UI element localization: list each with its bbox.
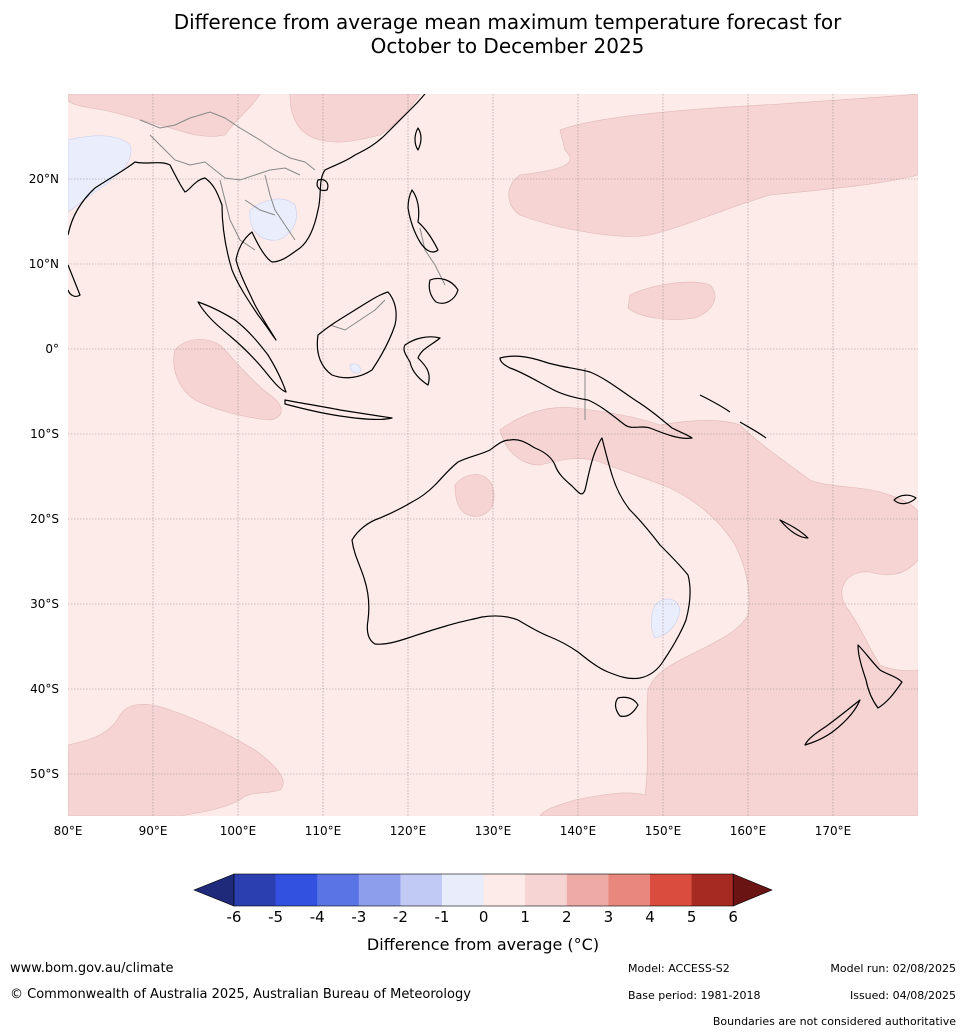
longitude-label: 100°E [220,824,257,838]
longitude-label: 160°E [730,824,767,838]
colorbar-tick-label: 6 [728,908,738,926]
copyright-text: © Commonwealth of Australia 2025, Austra… [10,987,471,1002]
chart-title-line-2: October to December 2025 [370,34,645,58]
latitude-label: 10°S [30,427,59,441]
anomaly-region-1-2 [68,94,918,816]
colorbar-label: Difference from average (°C) [367,935,599,954]
longitude-label: 80°E [54,824,83,838]
colorbar-swatch [483,874,526,906]
colorbar-swatch [400,874,443,906]
latitude-label: 40°S [30,682,59,696]
latitude-label: 30°S [30,597,59,611]
colorbar-swatch [275,874,318,906]
coastlines [68,94,917,746]
anomaly-region-minus1-0 [68,135,681,639]
gridlines [68,94,918,816]
colorbar-tick-label: 1 [520,908,530,926]
colorbar-swatch [317,874,360,906]
colorbar-tick-label: 4 [645,908,655,926]
colorbar-tick-label: 5 [687,908,697,926]
colorbar-tick-label: 3 [604,908,614,926]
colorbar-extend-low [193,873,235,907]
longitude-labels: 80°E 90°E 100°E 110°E 120°E 130°E 140°E 150°E 16… [54,824,852,838]
colorbar-tick-label: 2 [562,908,572,926]
colorbar-tick-label: 0 [479,908,489,926]
latitude-label: 0° [45,342,59,356]
website-link[interactable]: www.bom.gov.au/climate [10,961,174,976]
longitude-label: 130°E [475,824,512,838]
longitude-label: 120°E [390,824,427,838]
colorbar-swatch [358,874,401,906]
colorbar-swatch [691,874,734,906]
colorbar-swatch [566,874,609,906]
colorbar-extend-high [732,873,773,907]
colorbar-swatch [442,874,485,906]
model-run-date: Model run: 02/08/2025 [830,962,956,975]
colorbar-swatch [650,874,693,906]
latitude-label: 20°N [29,172,59,186]
colorbar-tick-label: -3 [351,908,366,926]
latitude-label: 10°N [29,257,59,271]
colorbar-swatch [608,874,651,906]
colorbar-tick-label: -2 [393,908,408,926]
model-name: Model: ACCESS-S2 [628,962,730,975]
longitude-label: 110°E [305,824,342,838]
colorbar-swatch [234,874,277,906]
latitude-label: 20°S [30,512,59,526]
longitude-label: 140°E [560,824,597,838]
base-period: Base period: 1981-2018 [628,989,761,1002]
colorbar: -6 -5 -4 -3 -2 -1 0 1 2 3 4 5 6 [193,873,773,926]
longitude-label: 90°E [139,824,168,838]
colorbar-swatch [525,874,568,906]
longitude-label: 170°E [815,824,852,838]
country-borders [139,111,586,420]
boundary-disclaimer: Boundaries are not considered authoritat… [712,1015,956,1028]
longitude-label: 150°E [645,824,682,838]
colorbar-tick-label: -5 [268,908,283,926]
latitude-label: 50°S [30,767,59,781]
chart-title-line-1: Difference from average mean maximum tem… [173,10,842,34]
colorbar-tick-label: -4 [310,908,325,926]
issued-date: Issued: 04/08/2025 [849,989,956,1002]
colorbar-tick-label: -6 [227,908,242,926]
latitude-labels: 20°N 10°N 0° 10°S 20°S 30°S 40°S 50°S [29,172,59,781]
colorbar-tick-label: -1 [435,908,450,926]
